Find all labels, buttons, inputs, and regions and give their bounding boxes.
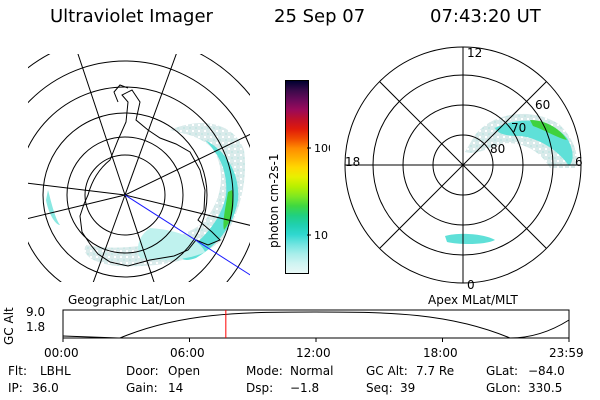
- glat-label: GLat:: [486, 364, 519, 378]
- mode-value: Normal: [290, 364, 334, 378]
- date-label: 25 Sep 07: [274, 6, 366, 27]
- colorbar-tick-label-10: 10: [314, 229, 328, 242]
- gain-label: Gain:: [126, 381, 158, 395]
- altitude-ytick-high: 9.0: [26, 305, 46, 319]
- xtick-0600: 06:00: [170, 346, 205, 360]
- gcalt-label: GC Alt:: [366, 364, 408, 378]
- aurora-green-right: [530, 120, 567, 140]
- colorbar-tick-label-100: 100: [314, 142, 330, 155]
- geographic-map: [28, 54, 250, 282]
- glon-label: GLon:: [486, 381, 521, 395]
- altitude-curve: [62, 311, 570, 339]
- flt-value: LBHL: [40, 364, 71, 378]
- door-value: Open: [168, 364, 201, 378]
- colorbar-gradient: [286, 81, 308, 273]
- sun-direction-line: [124, 194, 250, 276]
- altitude-ytick-low: 1.8: [26, 320, 46, 334]
- xtick-1200: 12:00: [296, 346, 331, 360]
- aurora-green-left: [223, 190, 234, 230]
- xtick-0000: 00:00: [44, 346, 79, 360]
- altitude-plot: [62, 309, 570, 342]
- antarctic-coastline: [79, 89, 221, 267]
- ip-value: 36.0: [32, 381, 59, 395]
- mlt-label-0: 0: [467, 278, 475, 292]
- aurora-oval-left: [182, 140, 239, 260]
- mlt-label-6: 6: [575, 155, 583, 169]
- aurora-patch-left: [138, 228, 205, 260]
- xtick-2359: 23:59: [549, 346, 584, 360]
- door-label: Door:: [126, 364, 159, 378]
- gain-value: 14: [168, 381, 184, 395]
- gcalt-value: 7.7 Re: [416, 364, 455, 378]
- altitude-ylabel: GC Alt: [2, 307, 16, 345]
- seq-label: Seq:: [366, 381, 393, 395]
- glon-value: 330.5: [528, 381, 563, 395]
- mlat-label-80: 80: [490, 142, 505, 156]
- mlat-label-60: 60: [535, 98, 550, 112]
- colorbar-axis: 100 10 photon cm-2s-1: [267, 142, 330, 249]
- dsp-value: −1.8: [290, 381, 320, 395]
- xtick-1800: 18:00: [423, 346, 458, 360]
- magnetic-caption: Apex MLat/MLT: [428, 293, 518, 307]
- mlt-label-18: 18: [345, 155, 360, 169]
- dsp-label: Dsp:: [246, 381, 274, 395]
- aurora-glow-left: [84, 122, 246, 267]
- mlat-label-70: 70: [511, 121, 526, 135]
- aurora-patch-right: [445, 233, 495, 245]
- colorbar-unit-label: photon cm-2s-1: [267, 154, 281, 249]
- time-label: 07:43:20 UT: [430, 6, 541, 27]
- glat-value: −84.0: [528, 364, 565, 378]
- mlt-label-12: 12: [467, 46, 482, 60]
- seq-value: 39: [400, 381, 416, 395]
- info-row-2: IP: 36.0 Gain: 14 Dsp: −1.8 Seq: 39 GLon…: [8, 381, 598, 397]
- ip-label: IP:: [8, 381, 23, 395]
- geographic-caption: Geographic Lat/Lon: [68, 293, 186, 307]
- instrument-title: Ultraviolet Imager: [50, 6, 213, 27]
- flt-label: Flt:: [8, 364, 27, 378]
- magnetic-map: 12 18 6 0 60 70 80: [344, 46, 583, 292]
- info-row-1: Flt: LBHL Door: Open Mode: Normal GC Alt…: [8, 364, 598, 380]
- mode-label: Mode:: [246, 364, 283, 378]
- peninsula-coast: [113, 84, 129, 103]
- colorbar: [285, 80, 309, 274]
- aurora-arc-left: [46, 190, 60, 225]
